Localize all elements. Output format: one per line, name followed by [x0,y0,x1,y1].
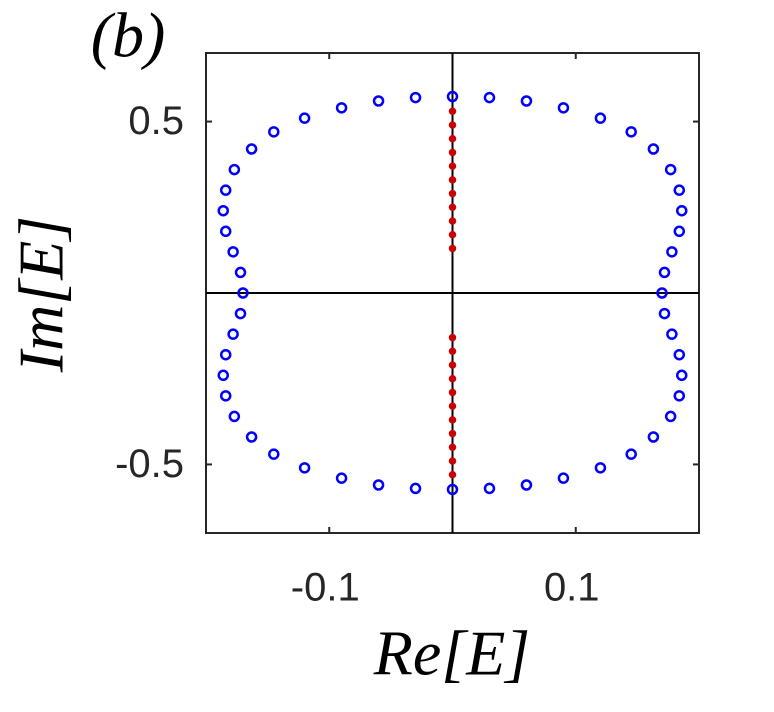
point [217,204,230,217]
point [234,266,247,279]
point [448,244,457,253]
point [219,348,232,361]
point [448,176,457,184]
point [268,448,280,460]
point [658,266,671,279]
point [625,126,637,138]
point [448,121,457,129]
point [268,126,280,138]
point [227,246,239,258]
point [647,431,660,443]
point [448,203,457,212]
point [483,91,496,104]
point [483,482,496,495]
point [227,328,239,340]
point [448,443,457,452]
point [673,225,686,238]
point [448,388,457,397]
point [448,148,457,157]
point [594,112,607,124]
panel-label: (b) [91,0,166,71]
point [335,102,348,114]
point [448,162,457,170]
point [448,402,457,410]
point [409,91,422,104]
point [520,95,533,107]
point [372,479,385,491]
point [448,457,457,465]
point [448,333,457,342]
point [647,143,660,155]
point [594,462,607,474]
point [656,287,668,299]
point [675,369,688,382]
point [298,112,311,124]
point [625,448,637,460]
point [448,429,457,438]
point [237,287,249,299]
point [658,307,671,320]
point [664,410,677,423]
point [219,184,232,196]
point [228,163,241,176]
point [446,483,459,496]
y-tick-label: -0.5 [115,442,184,486]
point [446,90,459,103]
point [335,472,348,484]
point [448,416,457,424]
point [448,217,457,225]
point [217,369,230,382]
x-tick-label: -0.1 [291,566,360,610]
point [673,348,686,361]
point [448,470,457,479]
y-axis-label: Im[E] [6,216,77,373]
point [234,307,247,320]
x-axis-label: Re[E] [373,618,530,689]
point [409,482,422,495]
point [245,431,258,443]
point [219,225,232,238]
point [673,390,686,402]
point [228,410,241,423]
point [448,107,457,116]
point [448,361,457,369]
point [448,189,457,198]
x-tick-label: 0.1 [544,566,600,610]
y-tick-label: 0.5 [128,99,184,143]
point [448,134,457,143]
point [666,328,678,340]
point [219,390,232,402]
point [557,472,570,484]
point [298,462,311,474]
point [372,95,385,107]
point [673,184,686,196]
point [448,374,457,383]
point [448,347,457,356]
point [666,246,678,258]
point [664,163,677,176]
point [448,230,457,239]
point [245,143,258,155]
point [557,102,570,114]
point [675,204,688,217]
point [520,479,533,491]
